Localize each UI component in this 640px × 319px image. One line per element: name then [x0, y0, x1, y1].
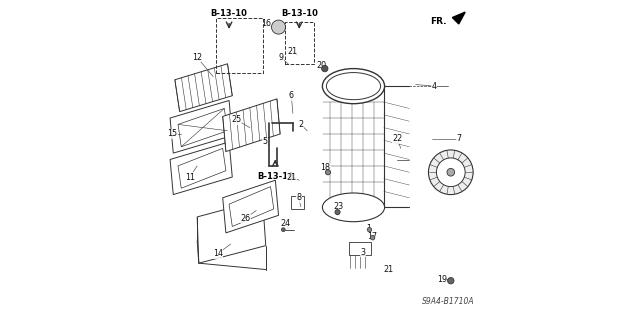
Text: B-13-10: B-13-10 [281, 9, 317, 18]
Bar [291, 196, 304, 209]
Polygon shape [178, 108, 227, 147]
Polygon shape [223, 180, 278, 233]
Text: 21: 21 [288, 47, 298, 56]
Text: 20: 20 [316, 61, 326, 70]
Text: 5: 5 [262, 137, 268, 146]
Bar [349, 242, 371, 255]
Circle shape [321, 65, 328, 72]
Text: 21: 21 [286, 173, 296, 182]
Text: 4: 4 [432, 82, 436, 91]
Circle shape [428, 150, 473, 195]
Polygon shape [170, 100, 232, 153]
Polygon shape [197, 199, 266, 263]
Circle shape [335, 210, 340, 215]
Text: 14: 14 [213, 249, 223, 258]
Circle shape [271, 20, 285, 34]
Circle shape [436, 158, 465, 187]
Polygon shape [323, 86, 384, 207]
Text: 8: 8 [296, 193, 301, 202]
Text: 26: 26 [240, 214, 250, 223]
Text: 24: 24 [280, 219, 291, 228]
Text: 3: 3 [360, 248, 365, 256]
Polygon shape [175, 64, 232, 112]
Text: B-13-10: B-13-10 [257, 172, 294, 181]
Polygon shape [178, 148, 226, 188]
Polygon shape [229, 187, 274, 226]
Text: 12: 12 [192, 53, 202, 62]
Text: 9: 9 [278, 53, 284, 62]
Text: 23: 23 [333, 202, 344, 211]
Circle shape [282, 228, 285, 232]
Text: 18: 18 [321, 163, 330, 172]
Polygon shape [170, 142, 232, 195]
Text: 19: 19 [436, 275, 447, 284]
Text: 15: 15 [168, 130, 178, 138]
Circle shape [447, 168, 454, 176]
Text: 7: 7 [456, 134, 461, 143]
Text: 2: 2 [298, 120, 303, 129]
Text: 6: 6 [289, 91, 294, 100]
Ellipse shape [323, 69, 385, 104]
Text: 25: 25 [231, 115, 241, 124]
Text: 17: 17 [367, 232, 378, 241]
Text: FR.: FR. [431, 17, 447, 26]
Text: B-13-10: B-13-10 [211, 9, 248, 18]
Text: 11: 11 [185, 173, 195, 182]
Polygon shape [223, 99, 280, 152]
Text: 22: 22 [392, 134, 403, 143]
Polygon shape [452, 12, 465, 24]
Circle shape [325, 170, 330, 175]
Ellipse shape [323, 193, 385, 222]
Text: 16: 16 [261, 19, 271, 28]
Text: 1: 1 [366, 224, 371, 233]
Circle shape [447, 278, 454, 284]
Text: 21: 21 [383, 265, 394, 274]
Circle shape [371, 235, 375, 240]
Circle shape [367, 227, 372, 232]
Text: S9A4-B1710A: S9A4-B1710A [422, 297, 475, 306]
